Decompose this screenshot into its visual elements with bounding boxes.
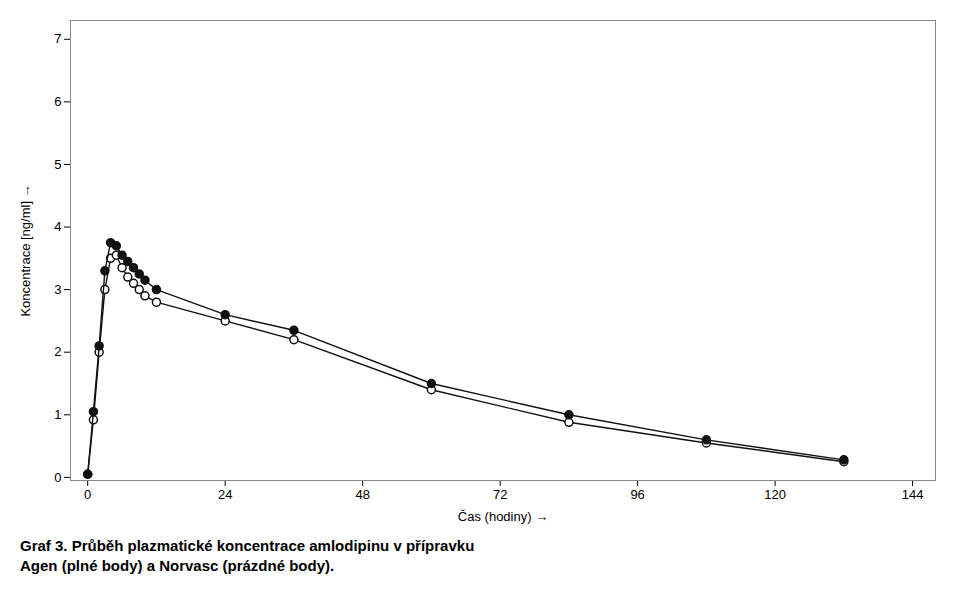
svg-text:Koncentrace [ng/ml] →: Koncentrace [ng/ml] → [18, 184, 33, 316]
svg-text:24: 24 [218, 487, 232, 502]
svg-text:1: 1 [54, 407, 61, 422]
svg-text:5: 5 [54, 157, 61, 172]
svg-text:Čas (hodiny) →: Čas (hodiny) → [458, 509, 548, 524]
html-text:Graf 3. Průběh plazmatické kon: Graf 3. Průběh plazmatické koncentrace a… [20, 537, 475, 575]
svg-text:144: 144 [902, 487, 924, 502]
svg-text:4: 4 [54, 219, 61, 234]
svg-text:2: 2 [54, 344, 61, 359]
svg-text:7: 7 [54, 31, 61, 46]
svg-text:96: 96 [630, 487, 644, 502]
svg-text:72: 72 [493, 487, 507, 502]
svg-text:0: 0 [54, 470, 61, 485]
svg-text:48: 48 [355, 487, 369, 502]
svg-text:3: 3 [54, 282, 61, 297]
svg-text:6: 6 [54, 94, 61, 109]
svg-text:0: 0 [84, 487, 91, 502]
svg-text:120: 120 [764, 487, 786, 502]
